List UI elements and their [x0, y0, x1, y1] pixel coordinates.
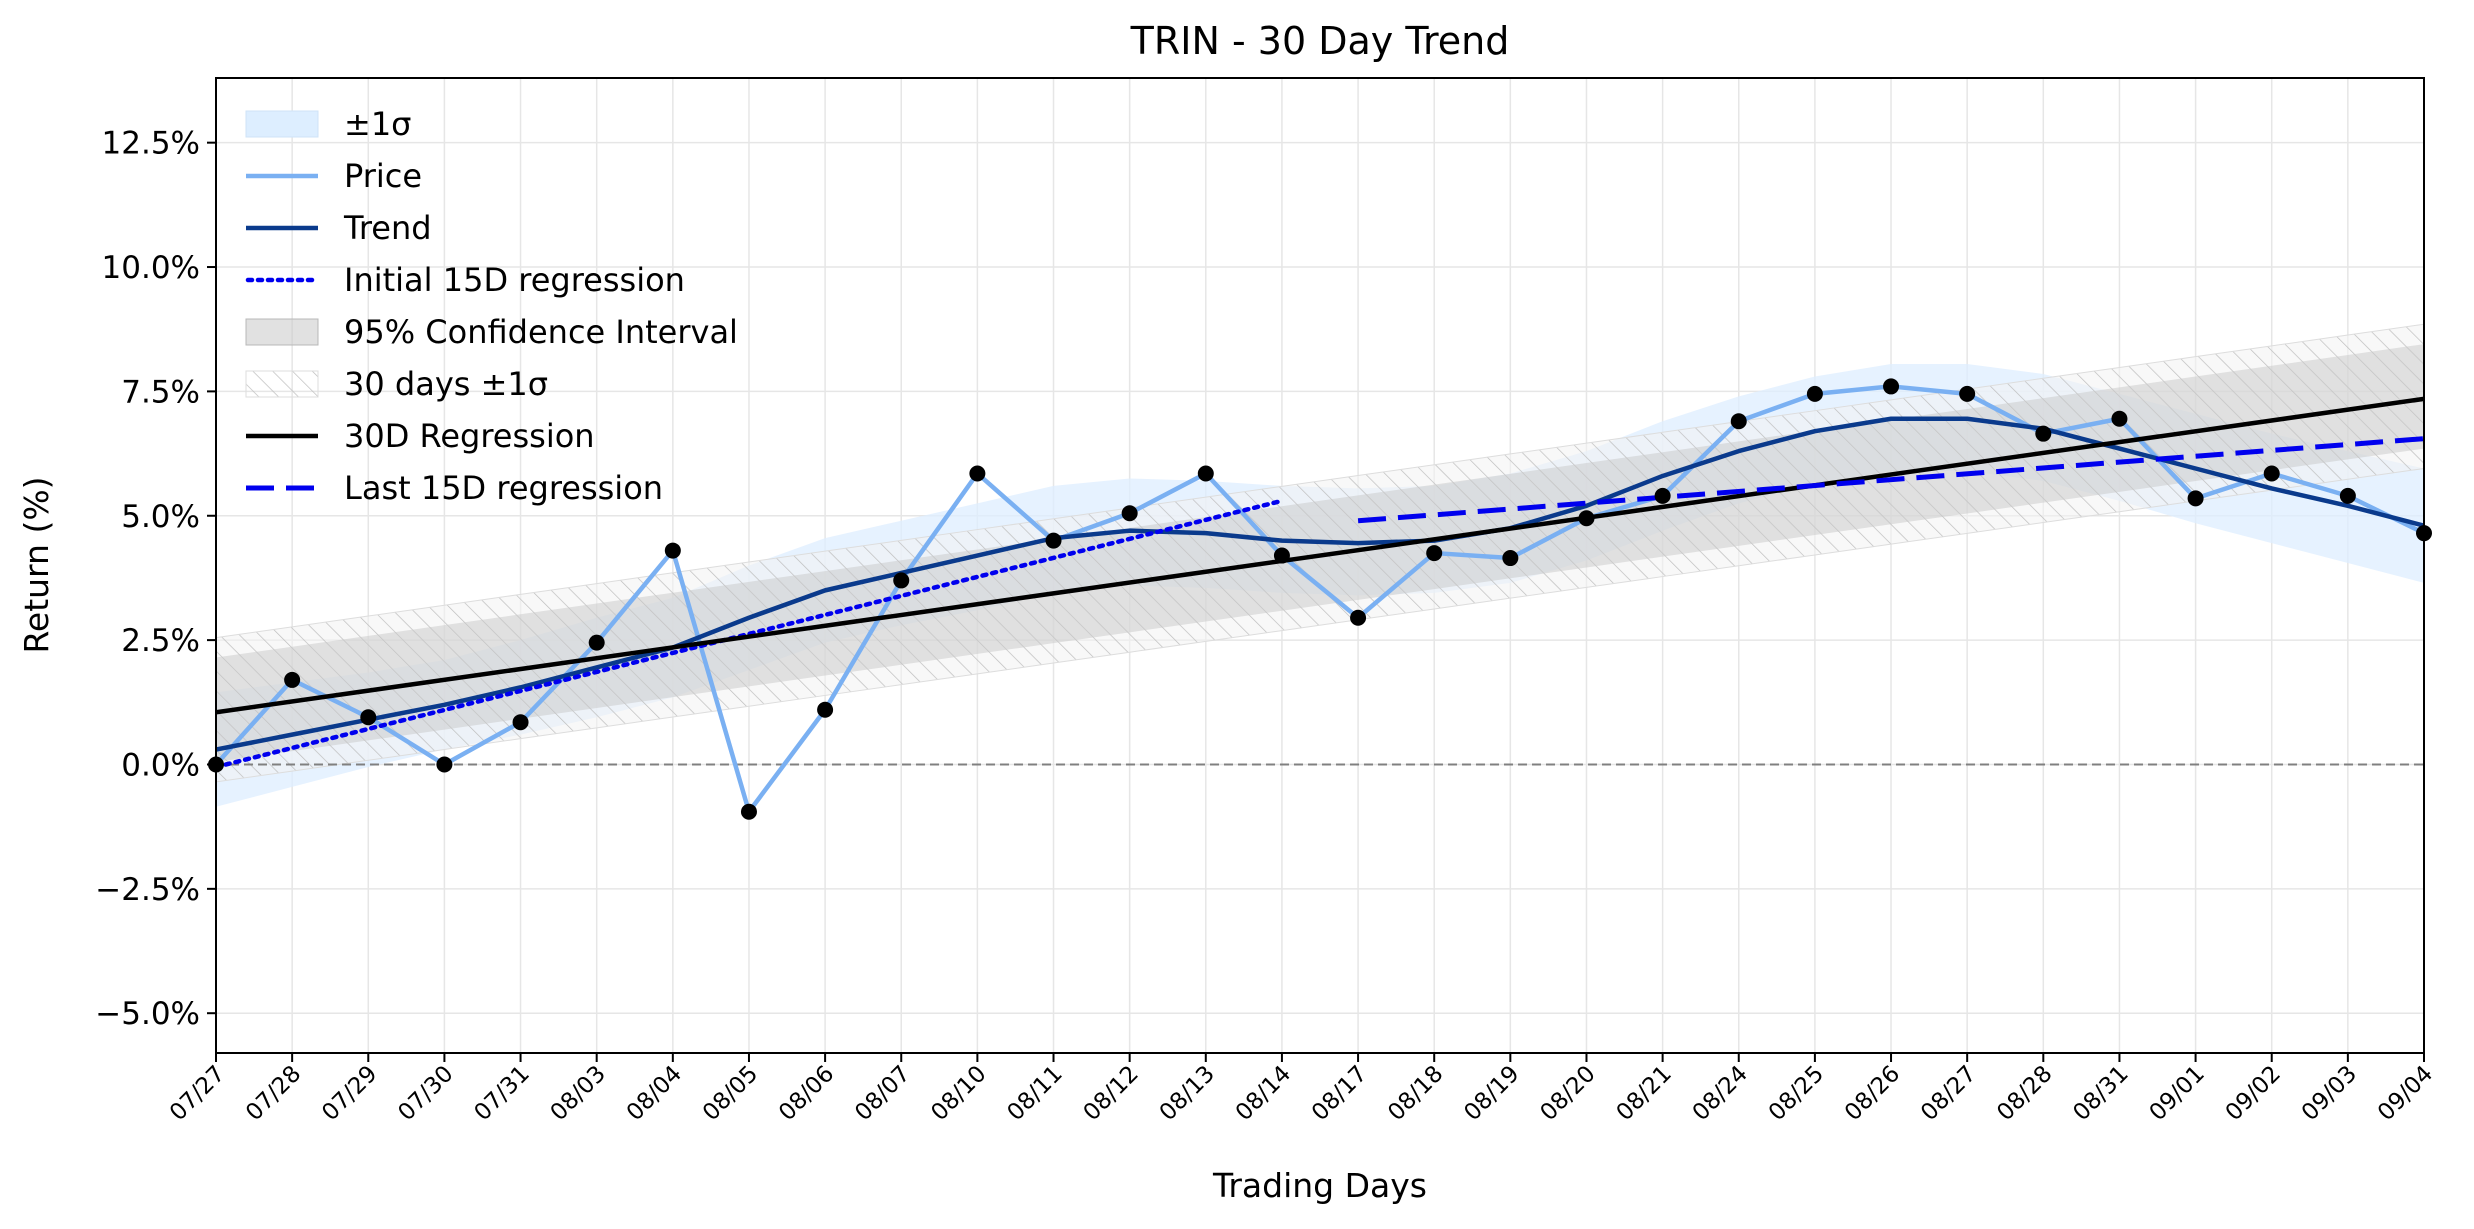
y-tick-label: −5.0%: [95, 996, 200, 1032]
legend-item-price: Price: [246, 157, 422, 195]
price-point: [893, 572, 910, 589]
price-point: [1578, 510, 1595, 527]
legend-item-ci95: 95% Confidence Interval: [245, 313, 738, 351]
legend-item-reg30: 30D Regression: [246, 417, 595, 455]
legend-item-sigma: ±1σ: [245, 105, 411, 143]
legend-label: 95% Confidence Interval: [344, 313, 738, 351]
legend-item-init15: Initial 15D regression: [245, 261, 685, 299]
x-tick-label: 07/28: [241, 1061, 306, 1126]
price-point: [1883, 378, 1900, 395]
price-point: [1806, 385, 1823, 402]
x-tick-label: 08/05: [698, 1061, 763, 1126]
legend-swatch-sigma-30d: [245, 370, 319, 398]
y-tick-label: 7.5%: [121, 374, 200, 410]
y-tick-label: 5.0%: [121, 499, 200, 535]
legend: ±1σ Price Trend Initial 15D regression 95% C…: [245, 105, 738, 507]
price-point: [1426, 545, 1443, 562]
x-tick-label: 08/06: [774, 1061, 839, 1126]
x-axis-label: Trading Days: [1212, 1166, 1427, 1205]
x-tick-label: 08/24: [1688, 1061, 1753, 1126]
x-tick-label: 08/12: [1079, 1061, 1144, 1126]
legend-label: 30D Regression: [344, 417, 595, 455]
legend-swatch-ci95: [245, 318, 319, 346]
price-point: [740, 803, 757, 820]
price-point: [1502, 550, 1519, 567]
legend-item-trend: Trend: [246, 209, 432, 247]
y-tick-label: 0.0%: [121, 747, 200, 783]
x-tick-label: 09/03: [2297, 1061, 2362, 1126]
price-point: [1197, 465, 1214, 482]
x-tick-label: 08/21: [1612, 1061, 1677, 1126]
x-tick-label: 08/17: [1307, 1061, 1372, 1126]
x-tick-label: 08/19: [1459, 1061, 1524, 1126]
legend-label: Last 15D regression: [344, 469, 663, 507]
x-tick-label: 08/18: [1383, 1061, 1448, 1126]
legend-label: ±1σ: [344, 105, 411, 143]
x-tick-label: 08/13: [1155, 1061, 1220, 1126]
last-15d-regression-line: [1357, 436, 2424, 524]
x-tick-label: 08/03: [546, 1061, 611, 1126]
x-tick-label: 08/26: [1840, 1061, 1905, 1126]
price-point: [2187, 490, 2204, 507]
price-point: [1654, 487, 1671, 504]
x-tick-label: 09/04: [2373, 1061, 2438, 1126]
x-tick-label: 08/14: [1231, 1061, 1296, 1126]
price-point: [1959, 385, 1976, 402]
x-tick-label: 09/01: [2145, 1061, 2210, 1126]
price-point: [2035, 425, 2052, 442]
price-point: [512, 714, 529, 731]
legend-label: 30 days ±1σ: [344, 365, 548, 403]
y-tick-label: 2.5%: [121, 623, 200, 659]
x-tick-label: 08/04: [622, 1061, 687, 1126]
price-point: [588, 634, 605, 651]
chart-title: TRIN - 30 Day Trend: [1130, 19, 1510, 63]
price-point: [1121, 505, 1138, 522]
legend-item-last15: Last 15D regression: [246, 469, 663, 507]
x-tick-label: 07/30: [393, 1061, 458, 1126]
x-tick-label: 08/28: [1992, 1061, 2057, 1126]
y-tick-label: 12.5%: [102, 126, 200, 162]
x-tick-label: 09/02: [2221, 1061, 2286, 1126]
price-point: [360, 709, 377, 726]
x-tick-label: 07/27: [165, 1061, 230, 1126]
x-tick-label: 08/25: [1764, 1061, 1829, 1126]
price-point: [2263, 465, 2280, 482]
price-point: [1730, 413, 1747, 430]
initial-15d-regression-line: [216, 498, 1285, 770]
price-point: [2111, 410, 2128, 427]
legend-label: Initial 15D regression: [344, 261, 685, 299]
y-tick-label: −2.5%: [95, 872, 200, 908]
y-axis-label: Return (%): [17, 476, 56, 653]
x-tick-label: 08/20: [1535, 1061, 1600, 1126]
y-tick-label: 10.0%: [102, 250, 200, 286]
x-tick-label: 08/27: [1916, 1061, 1981, 1126]
price-point: [1045, 532, 1062, 549]
x-tick-label: 07/31: [470, 1061, 535, 1126]
series-lines: [216, 384, 2424, 814]
x-tick-label: 08/31: [2068, 1061, 2133, 1126]
plot-frame: [215, 77, 2425, 1054]
x-tick-label: 08/10: [926, 1061, 991, 1126]
price-point: [817, 701, 834, 718]
regression-30d-line: [216, 396, 2424, 715]
price-point: [2339, 487, 2356, 504]
legend-label: Price: [344, 157, 422, 195]
price-point: [284, 671, 301, 688]
legend-label: Trend: [343, 209, 432, 247]
price-point: [1273, 547, 1290, 564]
price-point: [969, 465, 986, 482]
legend-item-sig30: 30 days ±1σ: [245, 365, 548, 403]
x-tick-label: 07/29: [317, 1061, 382, 1126]
x-tick-label: 08/07: [850, 1061, 915, 1126]
ci95-band: [216, 344, 2424, 762]
price-point: [436, 756, 453, 773]
legend-swatch-sigma: [245, 110, 319, 138]
trend-line: [216, 416, 2424, 752]
price-point: [664, 542, 681, 559]
price-point: [1350, 609, 1367, 626]
x-tick-label: 08/11: [1002, 1061, 1067, 1126]
price-points: [208, 378, 2432, 820]
